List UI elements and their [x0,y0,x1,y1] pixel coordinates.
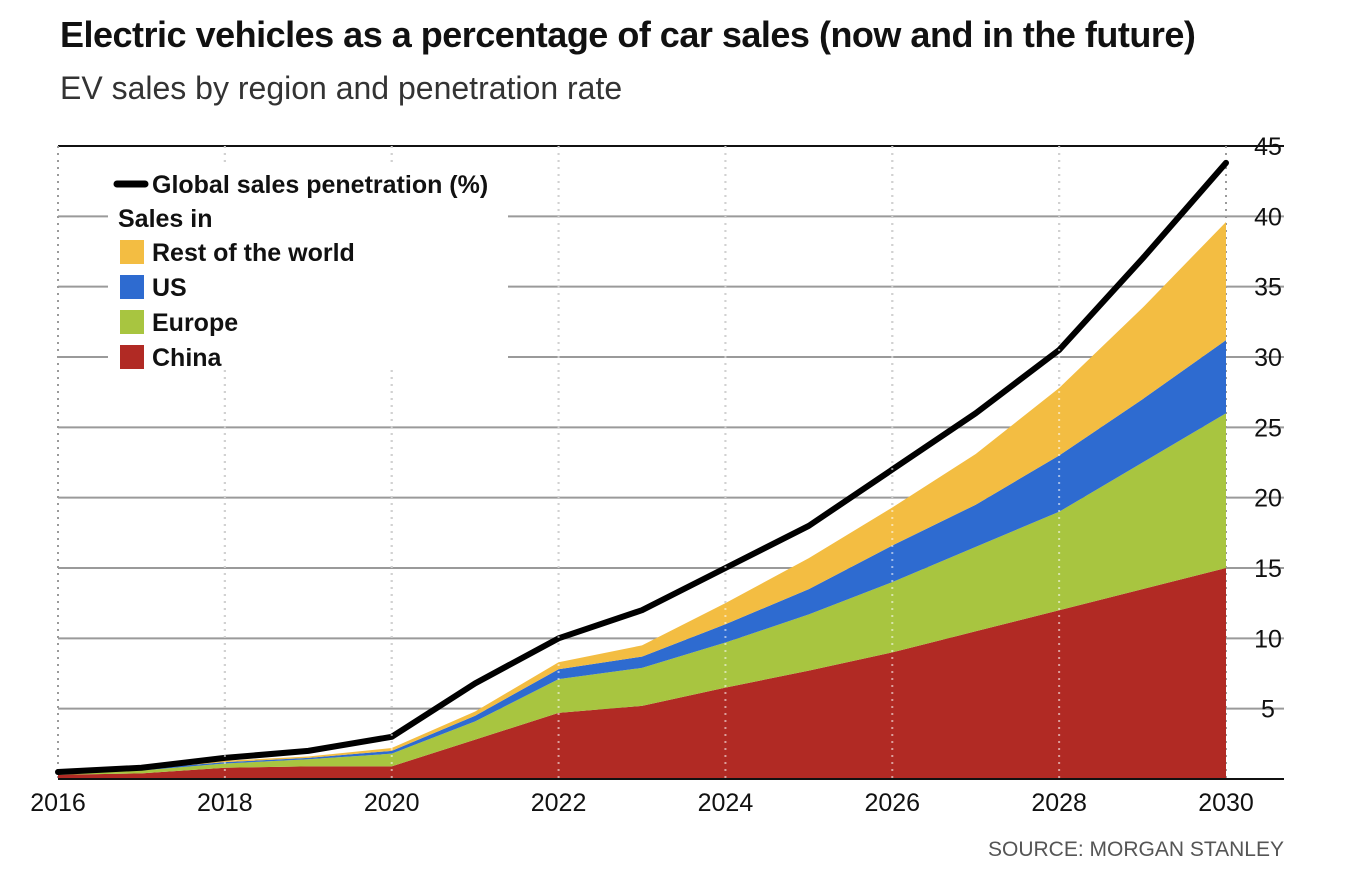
x-tick-label-2026: 2026 [864,789,920,817]
y-tick-label-15: 15 [1254,555,1282,583]
chart-subtitle: EV sales by region and penetration rate [60,70,623,106]
legend-label-rest-of-the-world: Rest of the world [152,239,355,267]
axes: 5 10 15 20 25 30 35 40 45 2016 2018 2020 2022 2024 202… [30,133,1284,817]
legend-heading: Sales in [118,205,213,233]
stacked-areas [58,221,1226,779]
y-tick-label-45: 45 [1254,133,1282,161]
x-tick-label-2016: 2016 [30,789,86,817]
legend-swatch-rest-of-the-world [120,240,144,264]
legend-background [108,166,508,370]
legend-label-china: China [152,344,223,372]
legend-swatch-us [120,275,144,299]
area-europe [58,413,1226,775]
y-tick-label-30: 30 [1254,344,1282,372]
legend-swatch-europe [120,310,144,334]
global-penetration-line [55,159,1229,775]
y-tick-label-25: 25 [1254,414,1282,442]
y-tick-label-20: 20 [1254,485,1282,513]
x-tick-label-2018: 2018 [197,789,253,817]
x-tick-label-2022: 2022 [531,789,587,817]
x-tick-label-2024: 2024 [698,789,754,817]
y-tick-label-35: 35 [1254,274,1282,302]
y-tick-label-10: 10 [1254,625,1282,653]
chart-title: Electric vehicles as a percentage of car… [60,14,1196,55]
source-note: SOURCE: MORGAN STANLEY [988,838,1284,861]
y-tick-label-40: 40 [1254,203,1282,231]
legend-label-global-penetration: Global sales penetration (%) [152,171,488,199]
legend: Global sales penetration (%) Sales in Rest… [108,166,508,372]
x-tick-label-2030: 2030 [1198,789,1254,817]
area-china [58,568,1226,779]
legend-label-europe: Europe [152,309,238,337]
legend-swatch-china [120,345,144,369]
legend-label-us: US [152,274,187,302]
y-tick-label-5: 5 [1261,696,1275,724]
x-tick-label-2020: 2020 [364,789,420,817]
x-tick-label-2028: 2028 [1031,789,1087,817]
